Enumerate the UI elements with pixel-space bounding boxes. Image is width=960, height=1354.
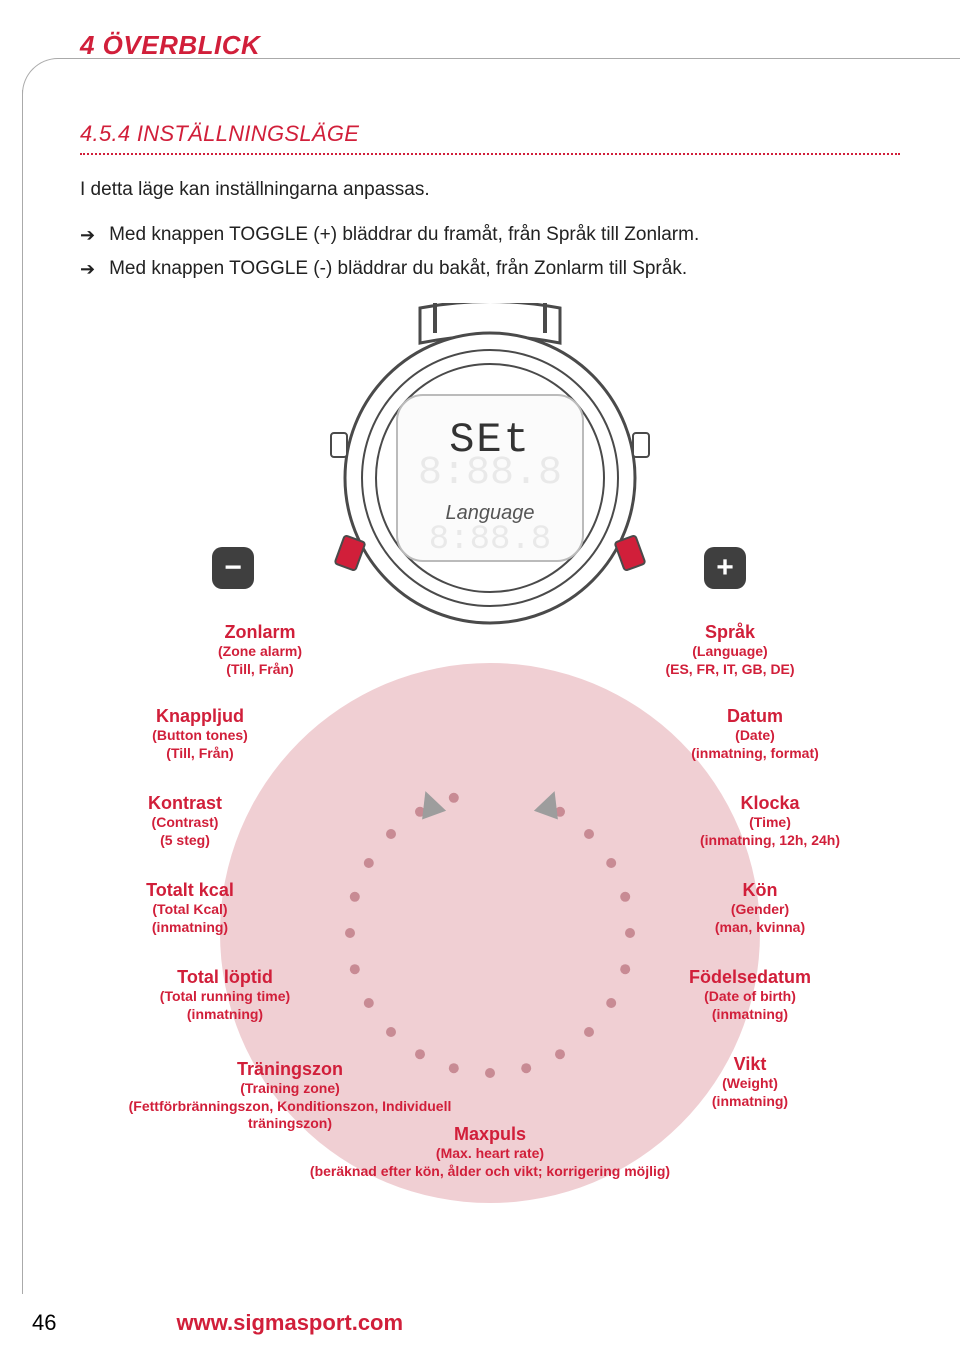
label-opts: (inmatning) [640,1006,860,1024]
label-en: (Total running time) [110,988,340,1006]
label-opts: (Till, Från) [100,745,300,763]
settings-diagram: 8:88.8 8:88.8 SEt Language − + Zonlarm (… [80,303,900,1153]
label-en: (Date of birth) [640,988,860,1006]
label-opts: (ES, FR, IT, GB, DE) [620,661,840,679]
label-title: Kön [660,879,860,902]
label-kontrast: Kontrast (Contrast) (5 steg) [90,792,280,850]
label-en: (Date) [640,727,870,745]
label-knappljud: Knappljud (Button tones) (Till, Från) [100,705,300,763]
label-sprak: Språk (Language) (ES, FR, IT, GB, DE) [620,621,840,679]
label-datum: Datum (Date) (inmatning, format) [640,705,870,763]
label-title: Datum [640,705,870,728]
bullet-text: Med knappen TOGGLE (-) bläddrar du bakåt… [109,256,687,283]
label-fodelsedatum: Födelsedatum (Date of birth) (inmatning) [640,966,860,1024]
footer-url: www.sigmasport.com [176,1310,403,1336]
label-title: Kontrast [90,792,280,815]
label-title: Maxpuls [300,1123,680,1146]
label-opts: (inmatning, format) [640,745,870,763]
arrow-icon: ➔ [80,222,95,249]
label-opts: (inmatning) [660,1093,840,1111]
label-en: (Training zone) [120,1080,460,1098]
label-title: Födelsedatum [640,966,860,989]
label-title: Zonlarm [170,621,350,644]
label-title: Klocka [650,792,890,815]
label-opts: (Till, Från) [170,661,350,679]
label-en: (Zone alarm) [170,643,350,661]
label-title: Totalt kcal [90,879,290,902]
bullet-item: ➔ Med knappen TOGGLE (+) bläddrar du fra… [80,222,900,249]
chapter-title: 4 ÖVERBLICK [80,30,900,61]
label-opts: (inmatning, 12h, 24h) [650,832,890,850]
label-title: Total löptid [110,966,340,989]
section-title: 4.5.4 INSTÄLLNINGSLÄGE [80,121,900,147]
page-footer: 46 www.sigmasport.com [0,1310,960,1336]
label-opts: (man, kvinna) [660,919,860,937]
label-opts: (beräknad efter kön, ålder och vikt; kor… [300,1163,680,1181]
label-en: (Contrast) [90,814,280,832]
label-en: (Gender) [660,901,860,919]
label-zonlarm: Zonlarm (Zone alarm) (Till, Från) [170,621,350,679]
bullet-list: ➔ Med knappen TOGGLE (+) bläddrar du fra… [80,222,900,283]
label-en: (Time) [650,814,890,832]
section-divider [80,153,900,155]
label-en: (Button tones) [100,727,300,745]
label-en: (Total Kcal) [90,901,290,919]
label-kon: Kön (Gender) (man, kvinna) [660,879,860,937]
label-en: (Language) [620,643,840,661]
label-vikt: Vikt (Weight) (inmatning) [660,1053,840,1111]
label-opts: (inmatning) [90,919,290,937]
label-en: (Max. heart rate) [300,1145,680,1163]
label-title: Vikt [660,1053,840,1076]
label-en: (Weight) [660,1075,840,1093]
setting-labels: Zonlarm (Zone alarm) (Till, Från) Språk … [80,303,900,1153]
label-klocka: Klocka (Time) (inmatning, 12h, 24h) [650,792,890,850]
label-opts: (5 steg) [90,832,280,850]
page-number: 46 [32,1310,56,1336]
label-title: Träningszon [120,1058,460,1081]
label-traningszon: Träningszon (Training zone) (Fettförbrän… [120,1058,460,1133]
arrow-icon: ➔ [80,256,95,283]
bullet-item: ➔ Med knappen TOGGLE (-) bläddrar du bak… [80,256,900,283]
label-totalt-kcal: Totalt kcal (Total Kcal) (inmatning) [90,879,290,937]
bullet-text: Med knappen TOGGLE (+) bläddrar du framå… [109,222,699,249]
label-title: Språk [620,621,840,644]
label-maxpuls: Maxpuls (Max. heart rate) (beräknad efte… [300,1123,680,1181]
manual-page: 4 ÖVERBLICK 4.5.4 INSTÄLLNINGSLÄGE I det… [0,0,960,1354]
label-title: Knappljud [100,705,300,728]
label-opts: (inmatning) [110,1006,340,1024]
intro-text: I detta läge kan inställningarna anpassa… [80,177,900,204]
label-total-loptid: Total löptid (Total running time) (inmat… [110,966,340,1024]
